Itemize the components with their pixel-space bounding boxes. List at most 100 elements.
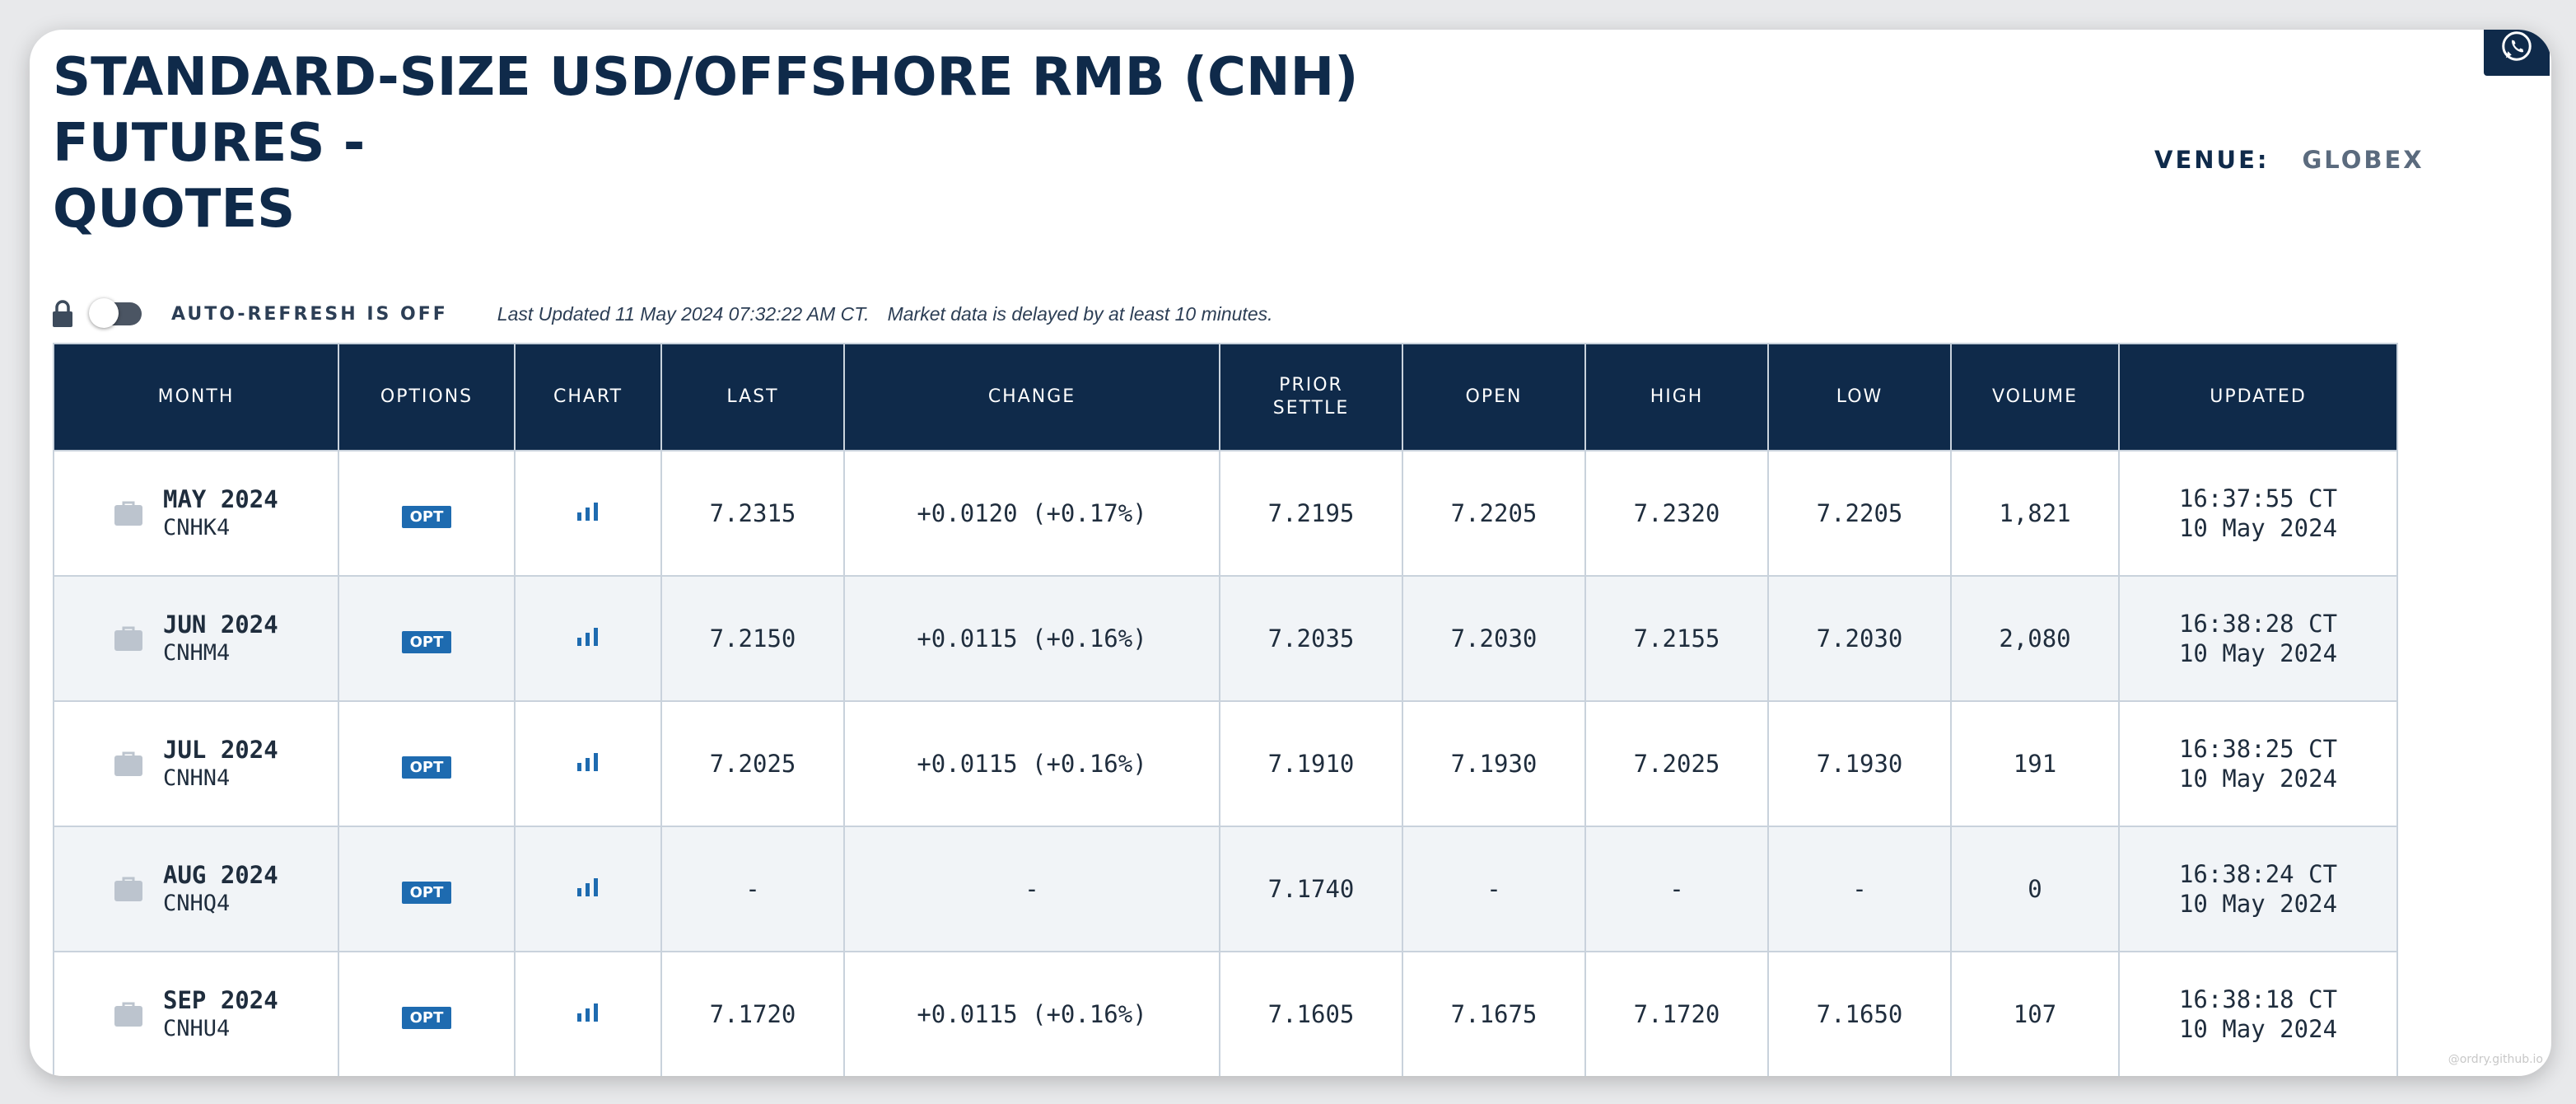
page-title: STANDARD-SIZE USD/OFFSHORE RMB (CNH) FUT… [53,44,1617,242]
change-cell: - [843,826,1220,952]
briefcase-icon [114,751,142,776]
open-cell: - [1402,826,1586,952]
volume-cell: 2,080 [1950,575,2120,702]
prior-settle-cell: 7.2035 [1219,575,1403,702]
month-cell[interactable]: JUL 2024 CNHN4 [53,700,339,827]
venue-label: VENUE: [2154,146,2270,174]
low-cell: - [1767,826,1952,952]
low-cell: 7.1650 [1767,951,1952,1076]
last-cell: 7.2150 [660,575,845,702]
low-cell: 7.2205 [1767,450,1952,577]
updated-time: 16:38:24 CT [2178,860,2338,888]
open-cell: 7.1675 [1402,951,1586,1076]
last-cell: 7.2025 [660,700,845,827]
updated-date: 10 May 2024 [2178,514,2338,542]
volume-cell: 107 [1950,951,2120,1076]
header-high: HIGH [1584,343,1769,451]
bar-chart-icon [577,878,598,896]
month-cell[interactable]: SEP 2024 CNHU4 [53,951,339,1076]
prior-settle-cell: 7.1910 [1219,700,1403,827]
chart-cell[interactable] [514,575,662,702]
auto-refresh-status: AUTO-REFRESH IS OFF [171,303,448,325]
change-cell: +0.0115 (+0.16%) [843,575,1220,702]
opt-button[interactable]: OPT [401,1006,452,1029]
month-cell[interactable]: JUN 2024 CNHM4 [53,575,339,702]
updated-cell: 16:38:25 CT 10 May 2024 [2118,700,2398,827]
updated-time: 16:38:25 CT [2178,735,2338,763]
updated-time: 16:37:55 CT [2178,484,2338,512]
briefcase-icon [114,1002,142,1027]
contract-month[interactable]: MAY 2024 [163,485,278,513]
quotes-table: MONTH OPTIONS CHART LAST CHANGE PRIOR SE… [53,343,2398,1076]
options-cell: OPT [338,575,516,702]
header-chart: CHART [514,343,662,451]
updated-cell: 16:38:28 CT 10 May 2024 [2118,575,2398,702]
header-open: OPEN [1402,343,1586,451]
opt-button[interactable]: OPT [401,755,452,779]
header-month: MONTH [53,343,339,451]
table-body: MAY 2024 CNHK4 OPT 7.2315 +0.0120 (+0.17%) 7.… [53,450,2398,1076]
bar-chart-icon [577,1003,598,1022]
high-cell: - [1584,826,1769,952]
last-cell: 7.2315 [660,450,845,577]
table-row: MAY 2024 CNHK4 OPT 7.2315 +0.0120 (+0.17%) 7.… [53,450,2398,577]
open-cell: 7.1930 [1402,700,1586,827]
opt-button[interactable]: OPT [401,881,452,904]
chart-cell[interactable] [514,450,662,577]
header-volume: VOLUME [1950,343,2120,451]
table-row: AUG 2024 CNHQ4 OPT - -7.1740- - -0 16:38:24 CT 1… [53,826,2398,952]
contract-month[interactable]: SEP 2024 [163,986,278,1014]
opt-button[interactable]: OPT [401,630,452,653]
contract-code: CNHQ4 [163,891,231,916]
delay-notice: Market data is delayed by at least 10 mi… [887,302,1273,325]
contract-code: CNHK4 [163,515,231,540]
chart-cell[interactable] [514,700,662,827]
contract-month[interactable]: JUN 2024 [163,610,278,639]
briefcase-icon [114,877,142,901]
chart-cell[interactable] [514,826,662,952]
table-row: SEP 2024 CNHU4 OPT 7.1720 +0.0115 (+0.16%) 7.… [53,951,2398,1076]
month-cell[interactable]: MAY 2024 CNHK4 [53,450,339,577]
table-row: JUL 2024 CNHN4 OPT 7.2025 +0.0115 (+0.16%) 7.… [53,700,2398,827]
header-change: CHANGE [843,343,1220,451]
page-title-line-1: STANDARD-SIZE USD/OFFSHORE RMB (CNH) FUT… [53,47,1359,174]
volume-cell: 0 [1950,826,2120,952]
header-prior-settle: PRIOR SETTLE [1219,343,1403,451]
attribution-watermark: @ordry.github.io [2448,1053,2543,1066]
quotes-panel: STANDARD-SIZE USD/OFFSHORE RMB (CNH) FUT… [30,30,2551,1076]
briefcase-icon [114,501,142,526]
table-row: JUN 2024 CNHM4 OPT 7.2150 +0.0115 (+0.16%) 7.… [53,575,2398,702]
lock-icon [53,300,72,327]
auto-refresh-toggle[interactable] [89,298,142,328]
venue-selector[interactable]: VENUE: GLOBEX [2154,143,2424,176]
options-cell: OPT [338,951,516,1076]
prior-settle-cell: 7.1740 [1219,826,1403,952]
updated-date: 10 May 2024 [2178,890,2338,918]
table-header-row: MONTH OPTIONS CHART LAST CHANGE PRIOR SE… [53,343,2398,451]
low-cell: 7.2030 [1767,575,1952,702]
bar-chart-icon [577,628,598,646]
updated-time: 16:38:18 CT [2178,985,2338,1013]
updated-cell: 16:38:18 CT 10 May 2024 [2118,951,2398,1076]
chart-cell[interactable] [514,951,662,1076]
volume-cell: 191 [1950,700,2120,827]
updated-date: 10 May 2024 [2178,765,2338,793]
venue-value[interactable]: GLOBEX [2302,146,2424,174]
contract-month[interactable]: JUL 2024 [163,736,278,764]
change-cell: +0.0115 (+0.16%) [843,700,1220,827]
header-updated: UPDATED [2118,343,2398,451]
briefcase-icon [114,626,142,651]
change-cell: +0.0115 (+0.16%) [843,951,1220,1076]
opt-button[interactable]: OPT [401,505,452,528]
high-cell: 7.2025 [1584,700,1769,827]
options-cell: OPT [338,826,516,952]
updated-date: 10 May 2024 [2178,639,2338,667]
page-title-line-2: QUOTES [53,179,296,240]
month-cell[interactable]: AUG 2024 CNHQ4 [53,826,339,952]
contract-month[interactable]: AUG 2024 [163,861,278,889]
open-cell: 7.2205 [1402,450,1586,577]
last-cell: 7.1720 [660,951,845,1076]
whatsapp-share-button[interactable] [2484,30,2550,76]
high-cell: 7.2155 [1584,575,1769,702]
header-prior-settle-text: PRIOR SETTLE [1272,375,1350,419]
